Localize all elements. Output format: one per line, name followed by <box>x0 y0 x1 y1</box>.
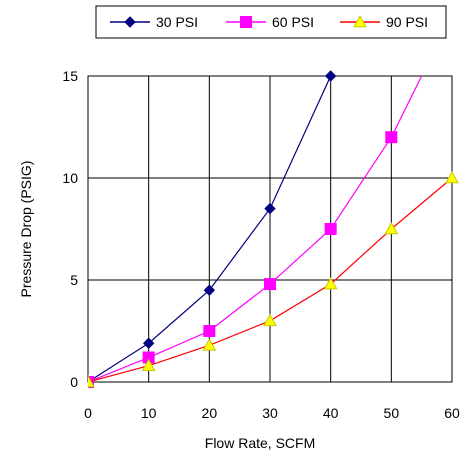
data-point <box>263 313 277 327</box>
data-point <box>88 374 95 388</box>
plot-area <box>87 75 453 383</box>
legend-item: 30 PSI <box>110 14 198 30</box>
x-tick-label: 10 <box>141 405 157 421</box>
x-tick-label: 20 <box>202 405 218 421</box>
x-tick-label: 0 <box>84 405 92 421</box>
y-tick-label: 15 <box>62 68 78 84</box>
data-point <box>264 278 276 291</box>
x-tick-label: 50 <box>384 405 400 421</box>
x-tick-label: 60 <box>444 405 460 421</box>
series-3 <box>88 170 459 388</box>
legend-marker <box>124 16 136 28</box>
legend-label: 30 PSI <box>156 14 198 30</box>
y-tick-label: 5 <box>70 272 78 288</box>
y-axis-label: Pressure Drop (PSIG) <box>18 161 34 298</box>
x-tick-label: 40 <box>323 405 339 421</box>
data-point <box>445 170 459 184</box>
legend-item: 60 PSI <box>226 14 314 30</box>
series-layer <box>88 70 459 388</box>
data-point <box>323 277 338 290</box>
data-point <box>384 221 399 235</box>
tick-labels: 0 10 20 30 40 50 60 0 5 10 15 <box>62 68 460 421</box>
x-tick-label: 30 <box>262 405 278 421</box>
data-point <box>324 223 337 235</box>
series-1 <box>88 70 337 388</box>
legend-item: 90 PSI <box>340 14 428 30</box>
data-point <box>385 131 398 144</box>
x-axis-label: Flow Rate, SCFM <box>205 435 315 451</box>
data-point <box>142 337 155 349</box>
data-point <box>203 284 216 296</box>
y-tick-label: 0 <box>70 374 78 390</box>
legend: 30 PSI 60 PSI 90 PSI <box>95 5 447 39</box>
data-point <box>264 202 276 215</box>
legend-label: 60 PSI <box>272 14 314 30</box>
y-tick-label: 10 <box>62 170 78 186</box>
data-point <box>141 358 156 371</box>
data-point <box>324 70 337 82</box>
legend-marker <box>353 14 367 28</box>
data-point <box>203 325 216 337</box>
data-point <box>202 338 217 351</box>
legend-label: 90 PSI <box>386 14 428 30</box>
grid <box>87 75 453 383</box>
legend-box <box>95 5 447 39</box>
legend-marker <box>240 16 252 28</box>
